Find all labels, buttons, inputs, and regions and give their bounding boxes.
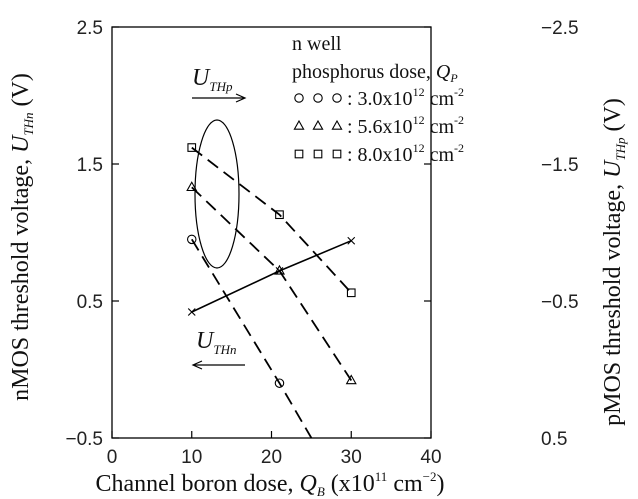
data-point-square	[187, 143, 197, 152]
y-left-tick-label: 2.5	[77, 18, 103, 39]
data-point-circle	[274, 378, 285, 388]
legend-marker-circle	[332, 93, 342, 103]
legend-entry-label: : 8.0x1012 cm-2	[347, 141, 464, 166]
legend-marker-square	[313, 149, 323, 159]
y-right-tick-label: −2.5	[541, 18, 579, 39]
legend-marker-square	[294, 149, 304, 159]
x-tick-label: 20	[261, 447, 282, 468]
data-point-circle	[187, 234, 197, 245]
legend-entry-label: : 5.6x1012 cm-2	[347, 113, 464, 138]
x-tick-label: 40	[420, 447, 441, 468]
x-axis-label: Channel boron dose, QB (x1011 cm−2)	[96, 469, 445, 499]
y-right-tick-label: −0.5	[541, 292, 579, 313]
legend-entry-label: : 3.0x1012 cm-2	[347, 85, 464, 110]
data-point-x	[347, 236, 356, 245]
data-point-triangle	[186, 181, 198, 192]
y-axis-right-label: pMOS threshold voltage, UTHp (V)	[600, 98, 628, 426]
legend-marker-square	[332, 149, 342, 159]
highlight-ellipse	[194, 119, 240, 269]
data-point-triangle	[345, 374, 357, 385]
annotation-uthn: UTHn	[191, 328, 245, 370]
annotation-uthn-arrowhead	[191, 360, 203, 370]
x-tick-label: 10	[181, 447, 202, 468]
annotation-uthp-arrowhead	[235, 93, 247, 103]
legend-title-2: phosphorus dose, QP	[292, 61, 458, 85]
series-line-x	[191, 239, 352, 313]
data-point-square	[346, 288, 356, 298]
x-tick-label: 30	[341, 447, 362, 468]
y-left-tick-label: −0.5	[65, 429, 103, 450]
legend: n well phosphorus dose, QP : 3.0x1012 cm…	[292, 33, 464, 166]
y-right-tick-label: 0.5	[541, 429, 567, 450]
annotation-uthp-label: UTHp	[192, 65, 233, 94]
series-line-circle	[191, 238, 313, 439]
series-line-square	[191, 146, 352, 294]
y-axis-left-label: nMOS threshold voltage, UTHn (V)	[8, 73, 36, 401]
legend-entries: : 3.0x1012 cm-2 : 5.6x1012 cm-2 : 8.0x1012…	[293, 85, 464, 166]
data-point-square	[275, 210, 284, 220]
legend-title-1: n well	[292, 33, 342, 55]
legend-marker-circle	[294, 93, 304, 103]
annotation-uthp: UTHp	[192, 65, 247, 103]
legend-marker-triangle	[312, 119, 324, 130]
data-point-x	[187, 308, 196, 316]
x-tick-label: 0	[107, 447, 118, 468]
series-line-triangle	[191, 186, 353, 381]
legend-marker-triangle	[293, 119, 305, 130]
y-left-tick-label: 0.5	[77, 292, 103, 313]
legend-marker-triangle	[331, 119, 343, 130]
y-left-tick-label: 1.5	[77, 155, 103, 176]
series-group	[186, 143, 357, 439]
legend-marker-circle	[313, 93, 323, 103]
tick-group: 0 10 20 30 40 −0.5 0.5 1.5 2.5 0.5 −0.5 −1.5 −2.5	[65, 18, 578, 468]
annotation-uthn-label: UTHn	[196, 328, 236, 357]
y-right-tick-label: −1.5	[541, 155, 579, 176]
data-point-triangle	[273, 264, 286, 275]
